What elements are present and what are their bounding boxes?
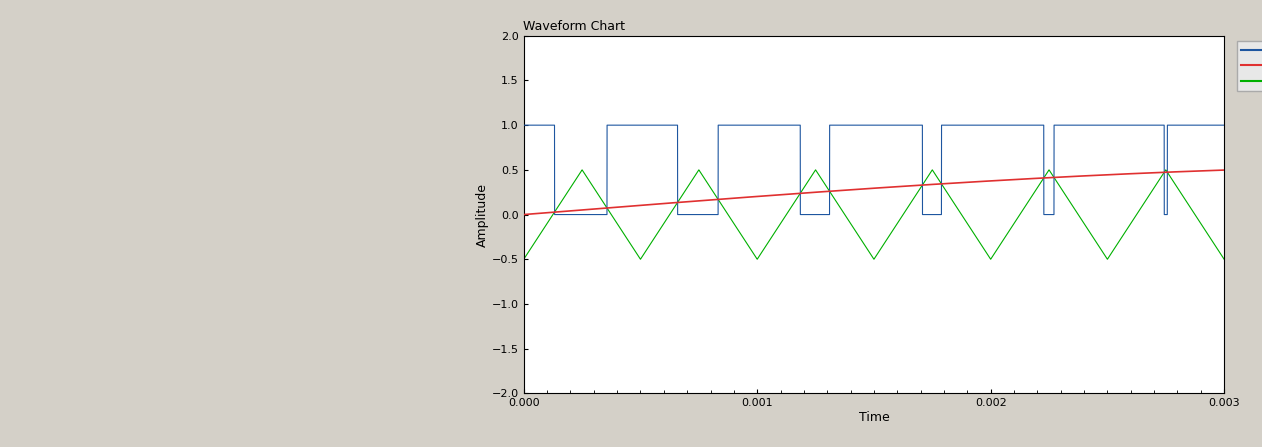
X-axis label: Time: Time: [858, 411, 890, 424]
Y-axis label: Amplitude: Amplitude: [476, 182, 488, 247]
Legend: TOP IGBT, Control Sine, Triangle: TOP IGBT, Control Sine, Triangle: [1237, 41, 1262, 91]
Text: Waveform Chart: Waveform Chart: [522, 20, 625, 33]
